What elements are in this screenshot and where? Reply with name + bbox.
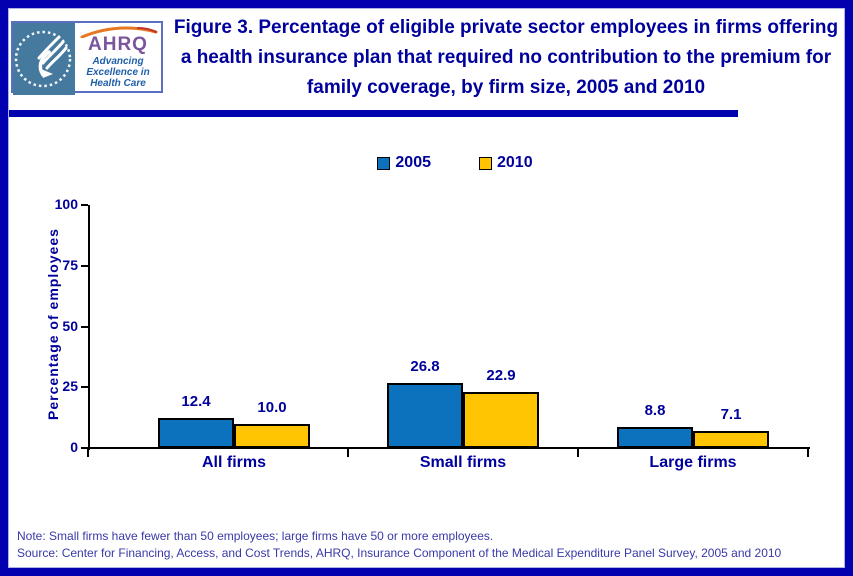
legend-swatch-2010 <box>479 156 492 170</box>
y-axis-tick <box>81 447 88 449</box>
ahrq-acronym: AHRQ <box>88 34 148 55</box>
legend-label-2005: 2005 <box>395 154 431 171</box>
bar-2005-large-firms <box>617 427 693 448</box>
chart-legend: 2005 2010 <box>130 152 780 174</box>
legend-swatch-2005 <box>377 156 391 170</box>
value-label-2010-small-firms: 22.9 <box>486 367 516 384</box>
legend-label-2010: 2010 <box>497 154 533 171</box>
y-axis-tick <box>81 264 88 267</box>
x-axis-tick <box>807 449 809 457</box>
ahrq-logo: AHRQ Advancing Excellence in Health Care <box>11 21 163 95</box>
ahrq-logo-text: AHRQ Advancing Excellence in Health Care <box>75 23 161 91</box>
legend-item-2010: 2010 <box>479 154 533 172</box>
ahrq-tagline: Advancing Excellence in Health Care <box>86 56 150 89</box>
bar-2010-small-firms <box>463 392 539 448</box>
chart-notes: Note: Small firms have fewer than 50 emp… <box>17 528 837 562</box>
y-axis-tick <box>81 325 88 328</box>
value-label-2010-all-firms: 10.0 <box>257 399 287 416</box>
hhs-seal-icon <box>13 23 75 95</box>
title-divider-bar <box>8 110 738 117</box>
bar-2010-large-firms <box>693 431 769 448</box>
legend-item-2005: 2005 <box>377 154 431 172</box>
y-tick-label: 100 <box>54 196 78 212</box>
x-axis-tick <box>87 449 89 457</box>
y-axis-line <box>88 205 90 450</box>
y-tick-label: 0 <box>70 439 78 455</box>
value-label-2005-all-firms: 12.4 <box>181 393 211 410</box>
x-axis-tick <box>577 449 579 457</box>
y-tick-label: 25 <box>62 378 78 395</box>
ahrq-swoosh-icon <box>80 26 158 38</box>
y-axis-tick <box>81 386 88 389</box>
y-axis-tick <box>81 204 88 206</box>
figure-title: Figure 3. Percentage of eligible private… <box>173 17 839 98</box>
bar-2005-small-firms <box>387 383 463 448</box>
category-label-small-firms: Small firms <box>419 454 507 471</box>
value-label-2005-small-firms: 26.8 <box>410 358 440 375</box>
x-axis-line <box>88 447 810 449</box>
note-line: Note: Small firms have fewer than 50 emp… <box>17 529 494 543</box>
bar-2010-all-firms <box>234 424 310 448</box>
y-tick-label: 75 <box>62 256 78 273</box>
bar-2005-all-firms <box>158 418 234 448</box>
category-label-all-firms: All firms <box>201 454 266 471</box>
y-tick-label: 50 <box>62 317 78 334</box>
value-label-2005-large-firms: 8.8 <box>644 402 666 419</box>
source-line: Source: Center for Financing, Access, an… <box>17 546 782 560</box>
value-label-2010-large-firms: 7.1 <box>720 406 742 423</box>
x-axis-tick <box>347 449 349 457</box>
category-label-large-firms: Large firms <box>649 454 737 471</box>
